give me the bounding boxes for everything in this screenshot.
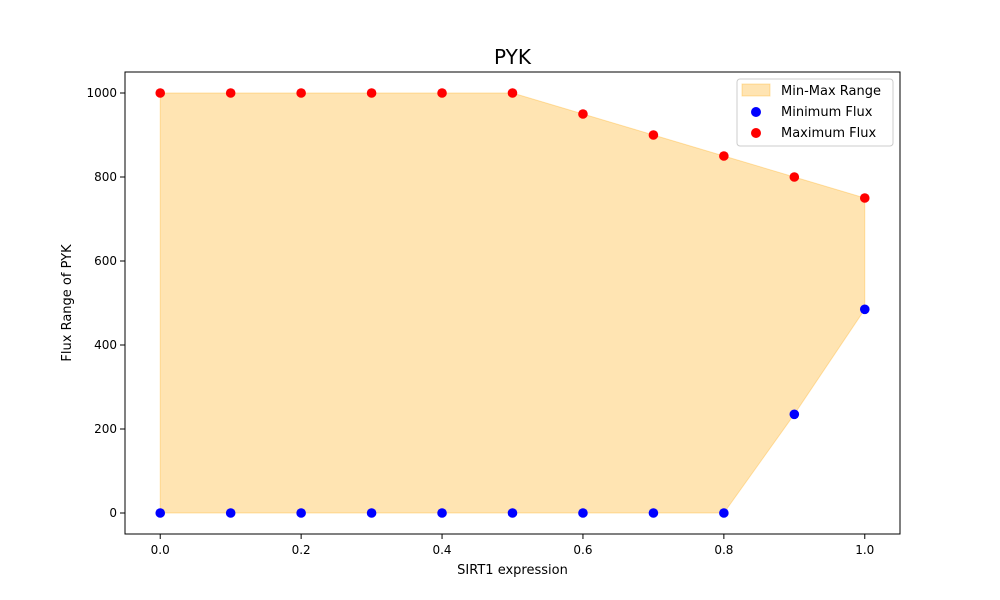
x-tick-label: 0.0 <box>151 543 170 557</box>
legend-marker-min <box>751 107 761 117</box>
max-flux-point <box>225 88 236 98</box>
min-max-range-area <box>159 92 866 514</box>
x-tick-label: 0.2 <box>292 543 311 557</box>
min-flux-point <box>437 508 447 518</box>
y-tick-label: 200 <box>94 422 117 436</box>
min-flux-point <box>366 508 377 518</box>
legend-label-range: Min-Max Range <box>781 84 881 99</box>
chart-title: PYK <box>494 45 532 69</box>
x-axis-label: SIRT1 expression <box>457 563 568 578</box>
min-flux-point <box>296 508 306 518</box>
legend-label-min: Minimum Flux <box>781 105 873 120</box>
min-flux-point <box>719 508 729 518</box>
legend-label-max: Maximum Flux <box>781 126 877 141</box>
max-flux-point <box>366 88 377 98</box>
y-axis-label: Flux Range of PYK <box>60 244 75 362</box>
min-flux-point <box>578 508 588 518</box>
legend: Min-Max Range Minimum Flux Maximum Flux <box>736 78 894 147</box>
min-flux-point <box>859 304 870 315</box>
max-flux-point <box>648 130 659 140</box>
min-flux-point <box>225 508 236 518</box>
x-tick-label: 0.4 <box>432 543 451 557</box>
max-flux-point <box>578 109 588 119</box>
legend-box <box>736 78 894 147</box>
y-tick-label: 400 <box>94 338 117 352</box>
y-tick-label: 0 <box>109 506 117 520</box>
x-tick-label: 0.6 <box>573 543 592 557</box>
max-flux-point <box>719 151 729 161</box>
plot-frame <box>124 71 901 535</box>
min-flux-point <box>789 409 800 420</box>
max-flux-point <box>155 88 166 98</box>
max-flux-point <box>296 88 306 98</box>
max-flux-point <box>859 193 870 203</box>
min-flux-point <box>155 508 166 518</box>
y-tick-label: 600 <box>94 254 117 268</box>
y-tick-label: 800 <box>94 170 117 184</box>
max-flux-point <box>507 88 518 98</box>
max-flux-point <box>789 172 800 182</box>
min-flux-point <box>648 508 659 518</box>
y-tick-label: 1000 <box>86 86 117 100</box>
x-tick-label: 0.8 <box>714 543 733 557</box>
max-flux-point <box>437 88 447 98</box>
legend-swatch-range <box>741 83 771 97</box>
min-flux-point <box>507 508 518 518</box>
x-tick-label: 1.0 <box>855 543 874 557</box>
legend-marker-max <box>751 128 761 138</box>
